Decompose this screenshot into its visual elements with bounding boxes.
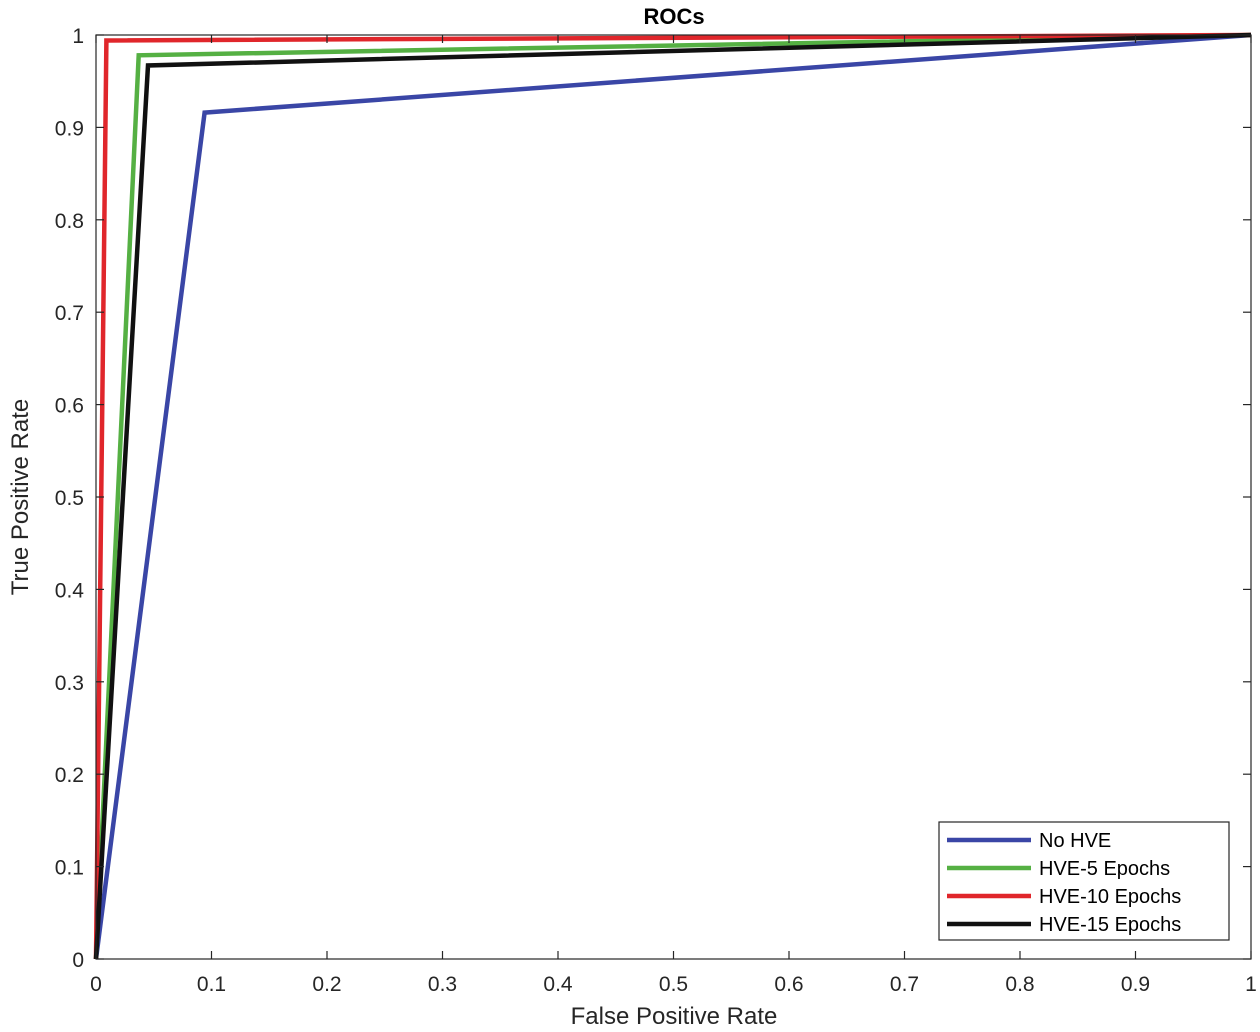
x-tick-label: 0.1 [197,973,226,996]
y-tick-label: 0.3 [55,672,84,695]
legend-entry-no-hve: No HVE [947,830,1111,852]
x-tick-label: 0.3 [428,973,457,996]
y-tick-label: 0.5 [55,487,84,510]
legend-label: HVE-15 Epochs [1039,914,1181,936]
series-line-hve-15-epochs [93,32,1252,960]
series-layer [93,32,1252,960]
x-tick-label: 0.8 [1005,973,1034,996]
y-tick-label: 0.6 [55,395,84,418]
series-line-no-hve [93,32,1252,960]
legend-entry-hve-15-epochs: HVE-15 Epochs [947,914,1181,936]
legend-entry-hve-10-epochs: HVE-10 Epochs [947,886,1181,908]
x-tick-label: 0.9 [1121,973,1150,996]
legend-label: No HVE [1039,830,1111,852]
x-axis-label: False Positive Rate [571,1003,778,1030]
y-tick-label: 0.8 [55,210,84,233]
x-tick-label: 0.7 [890,973,919,996]
legend-label: HVE-5 Epochs [1039,858,1170,880]
y-tick-label: 0 [72,949,84,972]
x-tick-label: 0.6 [774,973,803,996]
x-tick-label: 0.5 [659,973,688,996]
x-tick-label: 0 [90,973,102,996]
x-tick-label: 0.2 [312,973,341,996]
legend-label: HVE-10 Epochs [1039,886,1181,908]
legend-entry-hve-5-epochs: HVE-5 Epochs [947,858,1170,880]
y-tick-label: 0.7 [55,302,84,325]
x-tick-label: 1 [1245,973,1257,996]
series-line-hve-10-epochs [93,32,1252,960]
legend: No HVE HVE-5 Epochs HVE-10 Epochs HVE-15 Ep… [938,821,1230,941]
y-tick-label: 1 [72,25,84,48]
y-tick-label: 0.4 [55,579,85,602]
y-tick-label: 0.9 [55,117,84,140]
x-tick-label: 0.4 [543,973,573,996]
y-axis-label: True Positive Rate [7,399,34,596]
y-tick-label: 0.1 [55,857,84,880]
chart-title: ROCs [643,4,704,29]
y-axis-ticks: 0 0.1 0.2 0.3 0.4 0.5 0.6 0.7 0.8 0.9 1 [55,25,1251,972]
x-axis-ticks: 0 0.1 0.2 0.3 0.4 0.5 0.6 0.7 0.8 0.9 1 [90,35,1257,996]
series-line-hve-5-epochs [93,32,1252,960]
y-tick-label: 0.2 [55,764,84,787]
plot-frame [95,34,1252,960]
